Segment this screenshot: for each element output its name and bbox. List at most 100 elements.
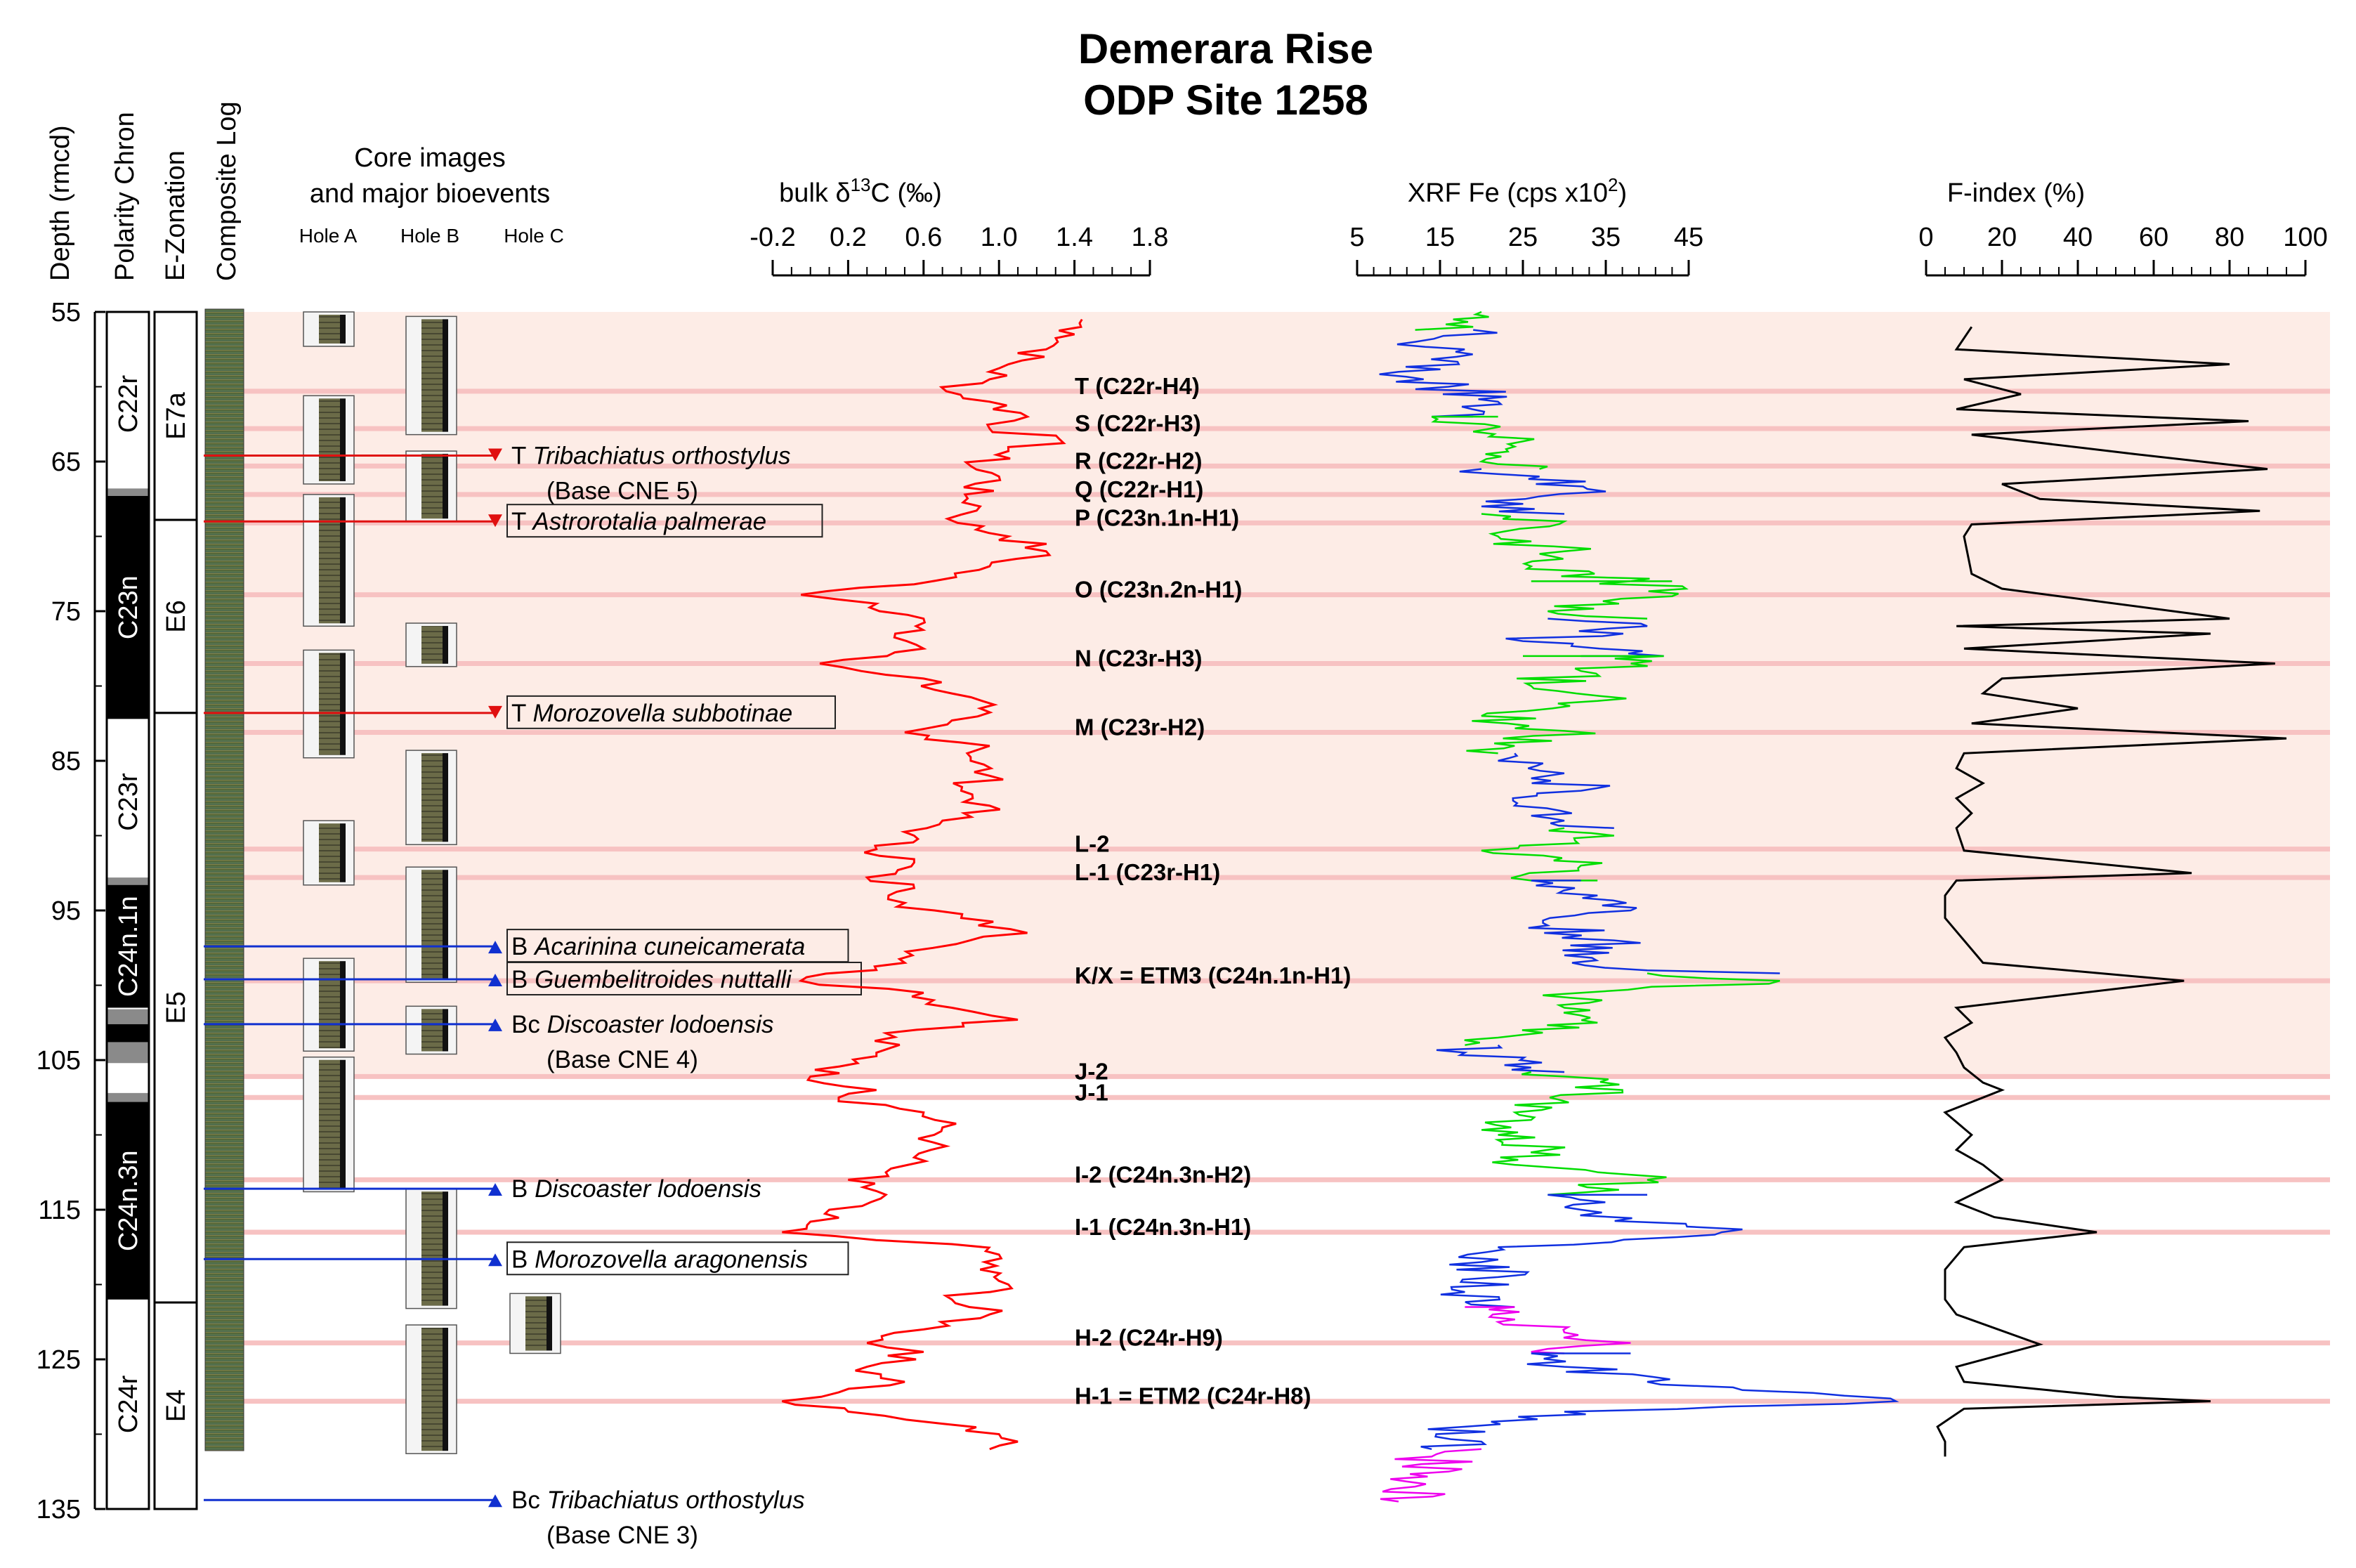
figure-title-line1: Demerara Rise	[1078, 25, 1373, 72]
ezonation-column: E7a E6 E5 E4	[153, 311, 198, 1510]
xrf-line-segment	[1380, 1448, 1482, 1503]
hole-c-label: Hole C	[504, 225, 564, 247]
depth-tick-label: 115	[38, 1196, 81, 1225]
depth-tick-label: 85	[51, 747, 81, 776]
bioevent-code: Bc	[511, 1487, 547, 1514]
axis-tick-label: 20	[1987, 223, 2017, 252]
bioevent: T Astrorotalia palmerae	[204, 504, 823, 538]
core-images-title: Core images	[354, 143, 505, 173]
event-label: H-1 = ETM2 (C24r-H8)	[1075, 1383, 1311, 1409]
xrf-series	[1379, 311, 1899, 1503]
bioevent-label: T Morozovella subbotinae	[511, 700, 792, 727]
core-shadow	[340, 497, 346, 624]
ezone-box	[153, 518, 198, 714]
xrf-line-segment	[1481, 827, 1614, 882]
axis-tick-label: 0.2	[830, 223, 867, 252]
core-hole-a	[303, 820, 355, 886]
core-shadow	[443, 319, 448, 432]
axis-tick-label: 5	[1349, 223, 1364, 252]
bioevent-note: (Base CNE 5)	[547, 477, 698, 504]
bioevent-note: (Base CNE 3)	[547, 1522, 698, 1549]
bioevent-code: B	[511, 966, 535, 993]
polarity-chron-label: C23r	[114, 773, 143, 831]
xrf-line-segment	[1481, 513, 1673, 582]
axis-tick-label: 80	[2215, 223, 2244, 252]
event-label: J-1	[1075, 1079, 1108, 1105]
event-label: M (C23r-H2)	[1075, 714, 1205, 740]
event-label: Q (C22r-H1)	[1075, 476, 1203, 502]
bioevent-code: T	[511, 700, 532, 727]
bioevent: Bc Tribachiatus orthostylus (Base CNE 3)	[204, 1487, 805, 1549]
ezone-box	[153, 311, 198, 521]
event-label: L-2	[1075, 831, 1110, 857]
core-sediment	[421, 626, 443, 664]
core-hole-b	[405, 750, 457, 846]
axis-tick-label: 0.6	[905, 223, 942, 252]
event-label: T (C22r-H4)	[1075, 373, 1200, 399]
bioevent-code: B	[511, 933, 535, 960]
depth-tick-label: 125	[37, 1345, 81, 1375]
event-label: L-1 (C23r-H1)	[1075, 859, 1220, 885]
hole-b-label: Hole B	[400, 225, 459, 247]
bioevent-taxon: Guembelitroides nuttalli	[535, 966, 792, 993]
xrf-label-sup: 2	[1608, 174, 1618, 195]
base-marker-icon	[488, 1183, 502, 1196]
bioevent-taxon: Discoaster lodoensis	[547, 1011, 774, 1038]
bioevent-note: (Base CNE 4)	[547, 1046, 698, 1073]
bioevent-label: B Acarinina cuneicamerata	[511, 933, 805, 960]
bioevent-code: Bc	[511, 1011, 547, 1038]
d13c-label-suffix: C (‰)	[871, 178, 942, 208]
findex-series	[1936, 326, 2287, 1457]
core-hole-a	[303, 311, 355, 347]
core-hole-b	[405, 315, 457, 436]
bioevent-taxon: Astrorotalia palmerae	[531, 508, 766, 535]
bioevent-taxon: Morozovella subbotinae	[532, 700, 792, 727]
xrf-line-segment	[1464, 972, 1781, 1046]
core-sediment	[319, 653, 340, 755]
event-label: I-1 (C24n.3n-H1)	[1075, 1214, 1251, 1240]
axis-tick-label: 15	[1425, 223, 1455, 252]
bioevent-code: B	[511, 1175, 535, 1203]
core-sediment	[421, 870, 443, 980]
bioevent-taxon: Morozovella aragonensis	[535, 1246, 808, 1273]
ezone-box	[153, 1301, 198, 1510]
d13c-line	[782, 318, 1083, 1451]
xrf-axis: 5 15 25 35 45	[1349, 223, 1703, 277]
bioevent: B Morozovella aragonensis	[204, 1241, 849, 1276]
core-shadow	[443, 626, 448, 664]
findex-axis: 0 20 40 60 80 100	[1918, 223, 2328, 277]
xrf-line-segment	[1420, 1352, 1899, 1451]
xrf-line-segment	[1431, 415, 1548, 470]
depth-tick-label: 65	[51, 447, 81, 477]
bioevent-taxon: Tribachiatus orthostylus	[532, 442, 790, 469]
core-sediment	[421, 753, 443, 842]
ezone-label: E6	[162, 600, 191, 632]
bioevent-box	[506, 695, 836, 729]
core-hole-a	[303, 958, 355, 1052]
ezone-box	[153, 712, 198, 1304]
core-shadow	[547, 1296, 552, 1351]
core-hole-b	[405, 1188, 457, 1309]
polarity-uncertainty-band	[107, 1042, 149, 1064]
xrf-label-main: XRF Fe (cps x10	[1408, 178, 1608, 208]
base-marker-icon	[488, 973, 502, 986]
xrf-line-segment	[1531, 580, 1689, 620]
polarity-chron-label: C24n.3n	[114, 1150, 143, 1251]
xrf-line-segment	[1379, 329, 1507, 418]
core-hole-b	[405, 1324, 457, 1454]
core-sediment	[319, 497, 340, 624]
depth-tick-label: 135	[37, 1495, 81, 1524]
bioevent-taxon: Acarinina cuneicamerata	[533, 933, 805, 960]
core-hole-c	[509, 1293, 561, 1354]
axis-tick-label: 25	[1508, 223, 1538, 252]
event-label: I-2 (C24n.3n-H2)	[1075, 1161, 1251, 1187]
bioevent-label: B Discoaster lodoensis	[511, 1175, 761, 1203]
core-shadow	[443, 753, 448, 842]
base-marker-icon	[488, 1253, 502, 1267]
d13c-label-prefix: bulk δ	[779, 178, 850, 208]
polarity-chron-label: C24n.1n	[114, 896, 143, 997]
base-marker-icon	[488, 1018, 502, 1031]
polarity-chron-label: C23n	[114, 575, 143, 639]
bioevent: B Discoaster lodoensis	[204, 1175, 761, 1203]
bioevent-label: Bc Tribachiatus orthostylus	[511, 1487, 805, 1514]
